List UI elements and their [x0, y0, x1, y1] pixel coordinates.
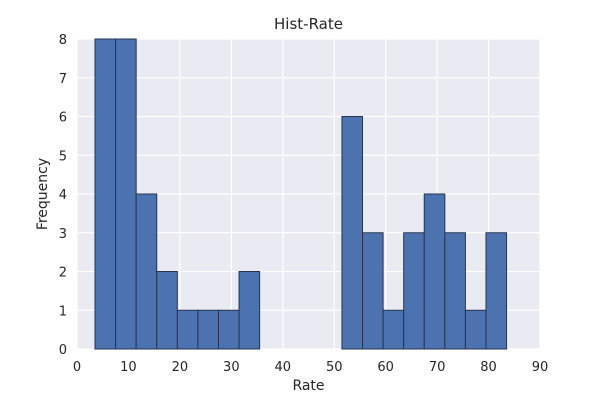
histogram-bar — [444, 232, 466, 350]
histogram-bar — [217, 309, 240, 350]
x-tick-label: 90 — [532, 360, 549, 375]
y-tick-label: 7 — [59, 72, 67, 87]
histogram-bar — [238, 271, 261, 350]
histogram-bar — [423, 193, 446, 350]
histogram-bar — [197, 309, 219, 350]
x-tick-label: 0 — [73, 360, 81, 375]
histogram-bar — [341, 116, 364, 350]
y-tick-labels: 0 1 2 3 4 5 6 7 8 — [59, 33, 67, 358]
y-tick-label: 8 — [59, 33, 67, 48]
y-tick-label: 5 — [59, 149, 67, 164]
x-tick-label: 40 — [275, 360, 292, 375]
y-tick-label: 3 — [59, 227, 67, 242]
x-tick-labels: 0 10 20 30 40 50 60 70 80 90 — [73, 360, 548, 375]
x-tick-label: 60 — [377, 360, 394, 375]
x-tick-label: 80 — [480, 360, 497, 375]
histogram-bar — [464, 309, 487, 350]
histogram-bar — [176, 309, 199, 350]
x-tick-label: 70 — [429, 360, 446, 375]
y-tick-label: 6 — [59, 111, 67, 126]
chart-title: Hist-Rate — [274, 15, 343, 33]
histogram-bar — [94, 38, 117, 350]
histogram-bar — [156, 271, 178, 350]
histogram-bars — [94, 38, 508, 350]
y-axis-label: Frequency — [35, 158, 51, 230]
x-tick-label: 10 — [120, 360, 137, 375]
histogram-bar — [485, 232, 508, 350]
y-tick-label: 0 — [59, 343, 67, 358]
histogram-bar — [403, 232, 425, 350]
y-tick-label: 2 — [59, 266, 67, 281]
x-axis-label: Rate — [292, 378, 324, 394]
histogram-bar — [362, 232, 384, 350]
histogram-bar — [135, 193, 158, 350]
x-tick-label: 20 — [172, 360, 189, 375]
x-tick-label: 50 — [326, 360, 343, 375]
x-tick-label: 30 — [223, 360, 240, 375]
y-tick-label: 4 — [59, 188, 67, 203]
histogram-bar — [115, 38, 137, 350]
histogram-bar — [382, 309, 405, 350]
y-tick-label: 1 — [59, 304, 67, 319]
